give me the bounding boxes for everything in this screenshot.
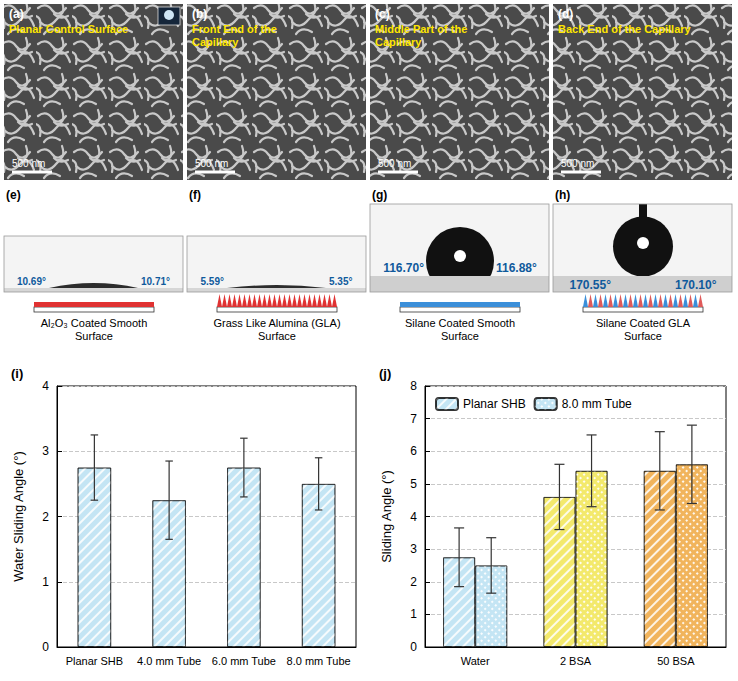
svg-text:116.70°: 116.70° <box>383 261 424 275</box>
svg-text:0: 0 <box>410 640 417 654</box>
svg-text:500 nm: 500 nm <box>378 158 411 169</box>
svg-text:(h): (h) <box>555 188 570 202</box>
svg-text:Surface: Surface <box>258 330 296 342</box>
svg-text:Sliding Angle (°): Sliding Angle (°) <box>379 470 394 563</box>
svg-text:Capillary: Capillary <box>375 36 422 48</box>
svg-text:0: 0 <box>42 640 49 654</box>
svg-text:Middle Part of the: Middle Part of the <box>375 23 467 35</box>
svg-text:170.55°: 170.55° <box>569 278 611 292</box>
svg-text:1: 1 <box>410 607 417 621</box>
svg-text:Water: Water <box>461 655 490 667</box>
svg-text:(a): (a) <box>9 7 24 21</box>
svg-text:170.10°: 170.10° <box>675 278 717 292</box>
svg-text:(j): (j) <box>379 366 391 381</box>
svg-text:50 BSA: 50 BSA <box>657 655 695 667</box>
svg-text:500 nm: 500 nm <box>195 158 228 169</box>
svg-text:Planar SHB: Planar SHB <box>463 397 526 411</box>
svg-text:6: 6 <box>410 444 417 458</box>
svg-text:3: 3 <box>42 444 49 458</box>
svg-text:5: 5 <box>410 477 417 491</box>
svg-text:116.88°: 116.88° <box>496 261 537 275</box>
svg-text:Al₂O₃ Coated Smooth: Al₂O₃ Coated Smooth <box>41 317 148 329</box>
svg-text:Planar SHB: Planar SHB <box>66 655 123 667</box>
svg-text:5.59°: 5.59° <box>201 276 224 287</box>
svg-text:(c): (c) <box>375 7 390 21</box>
svg-text:2: 2 <box>42 510 49 524</box>
svg-text:7: 7 <box>410 412 417 426</box>
svg-text:500 nm: 500 nm <box>12 158 45 169</box>
svg-text:Grass Like Alumina (GLA): Grass Like Alumina (GLA) <box>213 317 340 329</box>
svg-text:Planar Control Surface: Planar Control Surface <box>9 23 128 35</box>
svg-text:Back End of the Capillary: Back End of the Capillary <box>558 23 692 35</box>
svg-text:4.0 mm Tube: 4.0 mm Tube <box>137 655 201 667</box>
svg-text:2: 2 <box>410 575 417 589</box>
svg-text:6.0 mm Tube: 6.0 mm Tube <box>212 655 276 667</box>
svg-text:Silane Coated GLA: Silane Coated GLA <box>596 317 691 329</box>
svg-text:Front End of the: Front End of the <box>192 23 277 35</box>
svg-text:3: 3 <box>410 542 417 556</box>
svg-text:(i): (i) <box>11 366 23 381</box>
svg-text:4: 4 <box>42 379 49 393</box>
svg-text:Water Sliding Angle (°): Water Sliding Angle (°) <box>11 451 26 581</box>
svg-text:(g): (g) <box>372 188 387 202</box>
svg-text:(b): (b) <box>192 7 207 21</box>
svg-text:Surface: Surface <box>624 330 662 342</box>
svg-text:4: 4 <box>410 510 417 524</box>
svg-text:(d): (d) <box>558 7 573 21</box>
svg-text:500 nm: 500 nm <box>561 158 594 169</box>
svg-text:Silane Coated Smooth: Silane Coated Smooth <box>405 317 515 329</box>
svg-text:(f): (f) <box>189 188 201 202</box>
svg-text:Surface: Surface <box>441 330 479 342</box>
svg-text:10.71°: 10.71° <box>141 276 170 287</box>
svg-text:8: 8 <box>410 379 417 393</box>
svg-text:5.35°: 5.35° <box>329 276 352 287</box>
svg-text:2 BSA: 2 BSA <box>560 655 592 667</box>
svg-text:8.0 mm Tube: 8.0 mm Tube <box>562 397 632 411</box>
svg-text:Capillary: Capillary <box>192 36 239 48</box>
svg-text:10.69°: 10.69° <box>17 276 46 287</box>
svg-text:Surface: Surface <box>75 330 113 342</box>
svg-text:8.0 mm Tube: 8.0 mm Tube <box>287 655 351 667</box>
svg-text:1: 1 <box>42 575 49 589</box>
svg-text:(e): (e) <box>6 188 21 202</box>
